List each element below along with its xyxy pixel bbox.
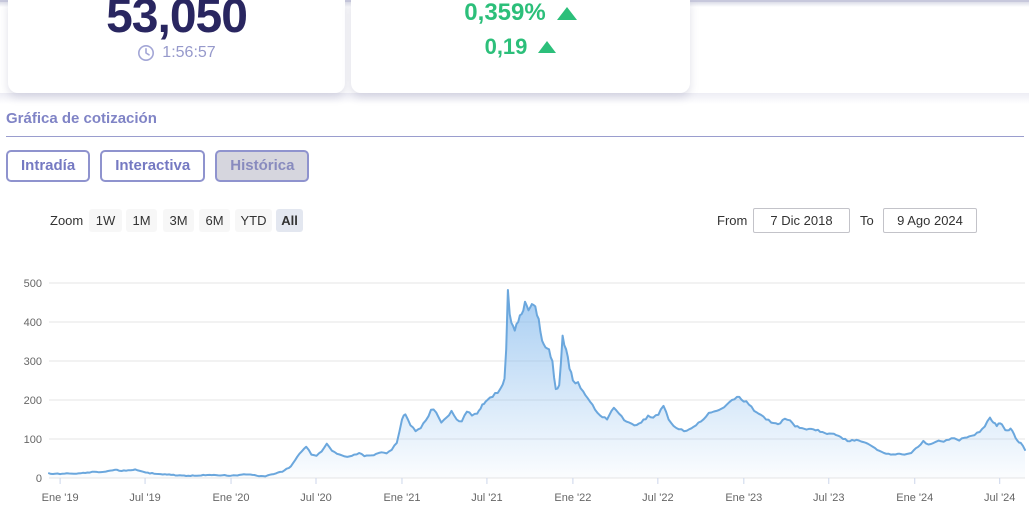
series-line xyxy=(48,289,1026,478)
change-value-row: 0,19 xyxy=(351,34,690,60)
change-card: 0,359% 0,19 xyxy=(351,0,690,93)
tab-interactiva[interactable]: Interactiva xyxy=(100,150,206,182)
range-button-1w[interactable]: 1W xyxy=(89,209,122,232)
to-label: To xyxy=(860,213,874,228)
section-title: Gráfica de cotización xyxy=(6,110,157,127)
arrow-up-icon xyxy=(556,6,577,20)
y-axis-label: 0 xyxy=(36,473,42,485)
change-value: 0,19 xyxy=(484,34,528,59)
x-axis-label: Jul '20 xyxy=(300,492,331,504)
x-axis-label: Ene '20 xyxy=(213,492,250,504)
y-axis-label: 100 xyxy=(24,434,42,446)
quote-time: 1:56:57 xyxy=(162,44,216,61)
x-axis-label: Ene '23 xyxy=(725,492,762,504)
price-card: 53,050 1:56:57 xyxy=(8,0,345,93)
y-axis-label: 400 xyxy=(24,317,42,329)
x-axis: Ene '19 Jul '19 Ene '20 Jul '20 Ene '21 Jul '… xyxy=(42,478,1015,504)
tab-historica[interactable]: Histórica xyxy=(215,150,310,182)
x-axis-label: Ene '19 xyxy=(42,492,79,504)
x-axis-label: Ene '21 xyxy=(383,492,420,504)
quote-time-row: 1:56:57 xyxy=(8,44,345,62)
change-percent-row: 0,359% xyxy=(351,0,690,27)
y-axis-label: 500 xyxy=(24,278,42,290)
x-axis-label: Ene '22 xyxy=(554,492,591,504)
range-button-1m[interactable]: 1M xyxy=(126,209,157,232)
from-date-input[interactable] xyxy=(753,208,850,233)
y-axis-label: 300 xyxy=(24,356,42,368)
change-percent: 0,359% xyxy=(464,0,546,26)
section-divider xyxy=(6,136,1024,137)
zoom-label: Zoom xyxy=(50,213,84,228)
chart-tabs: Intradía Interactiva Histórica xyxy=(6,150,310,182)
range-button-6m[interactable]: 6M xyxy=(199,209,230,232)
series-area-fill xyxy=(49,290,1025,478)
range-button-all[interactable]: All xyxy=(276,209,303,232)
x-axis-label: Jul '19 xyxy=(129,492,160,504)
range-button-3m[interactable]: 3M xyxy=(163,209,194,232)
x-axis-label: Jul '21 xyxy=(471,492,502,504)
y-axis-labels: 0 100 200 300 400 500 xyxy=(24,278,42,485)
x-axis-label: Jul '22 xyxy=(642,492,673,504)
range-button-ytd[interactable]: YTD xyxy=(235,209,272,232)
x-axis-label: Jul '23 xyxy=(813,492,844,504)
price-chart[interactable]: 0 100 200 300 400 500 Ene '19 Jul '19 Ene '20 Ju… xyxy=(0,250,1029,518)
from-label: From xyxy=(717,213,748,228)
tab-intradia[interactable]: Intradía xyxy=(6,150,91,182)
x-axis-label: Jul '24 xyxy=(984,492,1015,504)
x-axis-label: Ene '24 xyxy=(896,492,933,504)
to-date-input[interactable] xyxy=(883,208,977,233)
current-price: 53,050 xyxy=(106,0,248,43)
clock-icon xyxy=(138,45,155,61)
arrow-up-icon xyxy=(538,41,557,53)
cards-bottom-shadow xyxy=(0,93,1029,104)
y-axis-label: 200 xyxy=(24,395,42,407)
